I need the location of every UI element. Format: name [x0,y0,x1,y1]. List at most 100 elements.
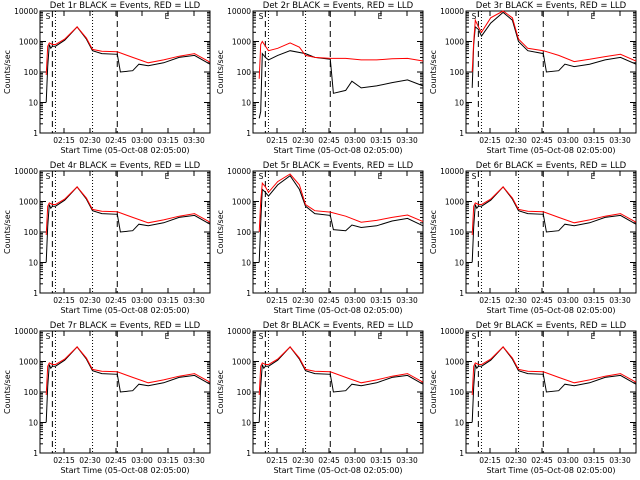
x-tick-label: 02:15 [479,296,501,305]
x-axis-label: Start Time (05-Oct-08 02:05:00) [273,146,402,155]
series-lld [471,346,637,396]
y-tick-label: 1000 [19,38,38,47]
end-marker-label: E [591,12,596,21]
y-axis-label: Counts/sec [3,210,12,254]
start-marker-label: S [259,172,264,181]
x-axis-label: Start Time (05-Oct-08 02:05:00) [60,306,189,315]
y-tick-label: 1000 [232,38,251,47]
x-axis-label: Start Time (05-Oct-08 02:05:00) [486,306,615,315]
y-tick-label: 1 [246,129,251,138]
y-tick-label: 1 [459,289,464,298]
panel-1: Det 1r BLACK = Events, RED = LLD 1 10 100 10… [3,1,211,155]
y-tick-label: 10 [454,99,464,108]
x-tick-label: 03:15 [583,456,605,465]
start-marker-label: S [46,12,51,21]
y-axis-label: Counts/sec [216,50,225,94]
panel-title: Det 1r BLACK = Events, RED = LLD [50,1,201,11]
x-tick-label: 03:15 [370,456,392,465]
y-tick-label: 10 [28,99,38,108]
y-tick-label: 100 [237,68,252,77]
plot-frame [252,170,424,294]
x-tick-label: 03:00 [344,456,366,465]
panel-title: Det 7r BLACK = Events, RED = LLD [50,321,201,331]
panel-4: Det 4r BLACK = Events, RED = LLD 1 10 100 10… [3,161,211,315]
y-tick-label: 100 [450,388,465,397]
y-tick-label: 10 [28,419,38,428]
y-axis-label: Counts/sec [216,370,225,414]
y-tick-label: 10 [241,259,251,268]
series-events [45,186,211,263]
y-tick-label: 1 [246,449,251,458]
x-tick-label: 03:15 [157,456,179,465]
y-tick-label: 10000 [440,167,464,176]
y-axis-label: Counts/sec [216,210,225,254]
series-lld [258,40,424,79]
x-tick-label: 03:15 [370,136,392,145]
y-tick-label: 100 [24,228,39,237]
x-tick-label: 03:00 [131,296,153,305]
y-tick-label: 1 [459,129,464,138]
start-marker-label: S [259,12,264,21]
y-tick-label: 1000 [445,198,464,207]
x-tick-label: 03:15 [583,136,605,145]
y-axis-label: Counts/sec [3,370,12,414]
x-tick-label: 03:30 [183,456,205,465]
panel-5: Det 5r BLACK = Events, RED = LLD 1 10 100 10… [216,161,424,315]
y-tick-label: 100 [24,68,39,77]
x-tick-label: 03:00 [557,296,579,305]
panel-7: Det 7r BLACK = Events, RED = LLD 1 10 100 10… [3,321,211,475]
panel-9: Det 9r BLACK = Events, RED = LLD 1 10 100 10… [429,321,637,475]
x-axis-label: Start Time (05-Oct-08 02:05:00) [60,466,189,475]
series-events [258,346,424,423]
x-tick-label: 03:00 [344,296,366,305]
x-tick-label: 03:30 [609,296,631,305]
y-tick-label: 1 [33,449,38,458]
y-tick-label: 10000 [14,7,38,16]
x-tick-label: 02:30 [505,296,527,305]
panel-title: Det 3r BLACK = Events, RED = LLD [476,1,627,11]
x-axis-label: Start Time (05-Oct-08 02:05:00) [486,466,615,475]
panel-title: Det 6r BLACK = Events, RED = LLD [476,161,627,171]
y-tick-label: 1 [33,289,38,298]
panel-title: Det 9r BLACK = Events, RED = LLD [476,321,627,331]
y-tick-label: 100 [237,388,252,397]
x-tick-label: 02:45 [531,296,553,305]
x-tick-label: 03:30 [396,456,418,465]
panel-title: Det 5r BLACK = Events, RED = LLD [263,161,414,171]
series-events [471,11,637,88]
y-tick-label: 10 [454,259,464,268]
start-marker-label: S [472,172,477,181]
series-lld [471,10,637,73]
y-tick-label: 10000 [14,167,38,176]
x-tick-label: 03:15 [157,136,179,145]
x-tick-label: 02:30 [292,456,314,465]
x-tick-label: 02:45 [531,456,553,465]
end-marker-label: E [378,172,383,181]
x-tick-label: 03:30 [609,456,631,465]
x-tick-label: 03:30 [396,296,418,305]
series-lld [258,346,424,396]
y-axis-label: Counts/sec [3,50,12,94]
x-tick-label: 02:15 [53,456,75,465]
x-tick-label: 02:45 [105,136,127,145]
start-marker-label: S [46,332,51,341]
x-tick-label: 02:30 [292,136,314,145]
x-tick-label: 03:15 [583,296,605,305]
start-marker-label: S [259,332,264,341]
y-tick-label: 100 [24,388,39,397]
y-tick-label: 10 [241,99,251,108]
x-tick-label: 03:00 [131,456,153,465]
x-tick-label: 03:30 [183,136,205,145]
x-tick-label: 02:30 [292,296,314,305]
x-tick-label: 02:15 [266,296,288,305]
y-axis-label: Counts/sec [429,370,438,414]
x-tick-label: 02:45 [105,296,127,305]
x-tick-label: 02:30 [79,296,101,305]
series-lld [471,186,637,236]
panel-title: Det 2r BLACK = Events, RED = LLD [263,1,414,11]
end-marker-label: E [378,332,383,341]
x-tick-label: 02:45 [318,456,340,465]
x-axis-label: Start Time (05-Oct-08 02:05:00) [486,146,615,155]
y-tick-label: 1000 [445,38,464,47]
y-tick-label: 10 [454,419,464,428]
